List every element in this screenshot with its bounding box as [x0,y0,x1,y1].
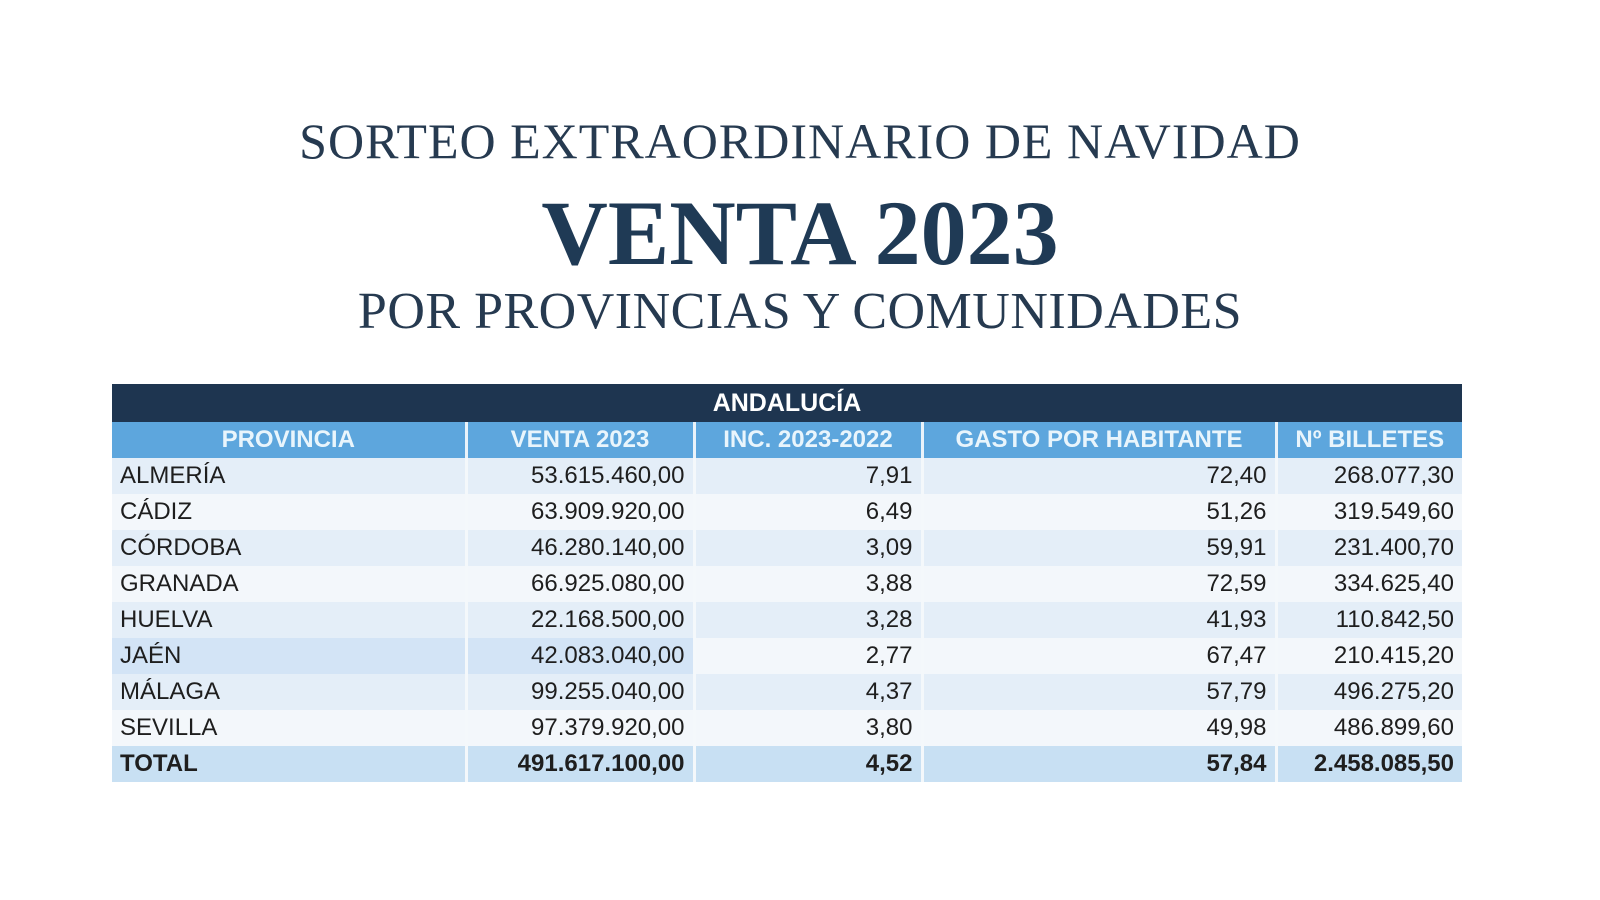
table-cell: MÁLAGA [112,674,466,710]
region-header: ANDALUCÍA [112,384,1462,422]
table-cell: CÁDIZ [112,494,466,530]
table-row: ALMERÍA 53.615.460,00 7,91 72,40 268.077,30 [112,458,1462,494]
table-row: HUELVA 22.168.500,00 3,28 41,93 110.842,50 [112,602,1462,638]
table-cell: 97.379.920,00 [464,710,694,746]
page-title: VENTA 2023 [541,182,1059,284]
table-cell: 3,09 [692,530,922,566]
table-cell: SEVILLA [112,710,466,746]
table-cell: 99.255.040,00 [464,674,694,710]
table-cell: 486.899,60 [1274,710,1462,746]
table-cell: 3,88 [692,566,922,602]
table-cell: 22.168.500,00 [464,602,694,638]
table-cell: 6,49 [692,494,922,530]
total-cell: 491.617.100,00 [464,746,694,782]
table-cell: 42.083.040,00 [464,638,694,674]
title-line-1: SORTEO EXTRAORDINARIO DE NAVIDAD [299,113,1301,169]
total-cell: 57,84 [920,746,1276,782]
table-row: CÓRDOBA 46.280.140,00 3,09 59,91 231.400,70 [112,530,1462,566]
table-cell: JAÉN [112,638,466,674]
total-cell: 2.458.085,50 [1274,746,1462,782]
table-cell: 231.400,70 [1274,530,1462,566]
table-row: CÁDIZ 63.909.920,00 6,49 51,26 319.549,60 [112,494,1462,530]
column-header: VENTA 2023 [464,422,694,458]
table-row: MÁLAGA 99.255.040,00 4,37 57,79 496.275,20 [112,674,1462,710]
table-cell: ALMERÍA [112,458,466,494]
table-cell: 51,26 [920,494,1276,530]
sales-table: ANDALUCÍA PROVINCIA VENTA 2023 INC. 2023-2… [112,384,1462,782]
table-cell: 72,59 [920,566,1276,602]
total-row: TOTAL 491.617.100,00 4,52 57,84 2.458.085,50 [112,746,1462,782]
table-cell: 49,98 [920,710,1276,746]
table-cell: 210.415,20 [1274,638,1462,674]
table-cell: 319.549,60 [1274,494,1462,530]
table-row: SEVILLA 97.379.920,00 3,80 49,98 486.899,60 [112,710,1462,746]
table-cell: 2,77 [692,638,922,674]
table-cell: 41,93 [920,602,1276,638]
column-header: PROVINCIA [112,422,466,458]
table-cell: 57,79 [920,674,1276,710]
total-cell: TOTAL [112,746,466,782]
total-cell: 4,52 [692,746,922,782]
table-cell: HUELVA [112,602,466,638]
table-cell: 67,47 [920,638,1276,674]
table-cell: 4,37 [692,674,922,710]
table-cell: 334.625,40 [1274,566,1462,602]
table-cell: 63.909.920,00 [464,494,694,530]
table-row: GRANADA 66.925.080,00 3,88 72,59 334.625,40 [112,566,1462,602]
table-cell: 110.842,50 [1274,602,1462,638]
table-row: JAÉN 42.083.040,00 2,77 67,47 210.415,20 [112,638,1462,674]
table-cell: 46.280.140,00 [464,530,694,566]
table-cell: 66.925.080,00 [464,566,694,602]
column-header: GASTO POR HABITANTE [920,422,1276,458]
table-cell: 53.615.460,00 [464,458,694,494]
table-cell: 3,80 [692,710,922,746]
table-cell: CÓRDOBA [112,530,466,566]
table-cell: 268.077,30 [1274,458,1462,494]
column-header: Nº BILLETES [1274,422,1462,458]
table-cell: 496.275,20 [1274,674,1462,710]
table-cell: 59,91 [920,530,1276,566]
table-cell: GRANADA [112,566,466,602]
table-cell: 72,40 [920,458,1276,494]
subtitle: POR PROVINCIAS Y COMUNIDADES [357,283,1243,340]
table-cell: 7,91 [692,458,922,494]
table-cell: 3,28 [692,602,922,638]
column-header: INC. 2023-2022 [692,422,922,458]
